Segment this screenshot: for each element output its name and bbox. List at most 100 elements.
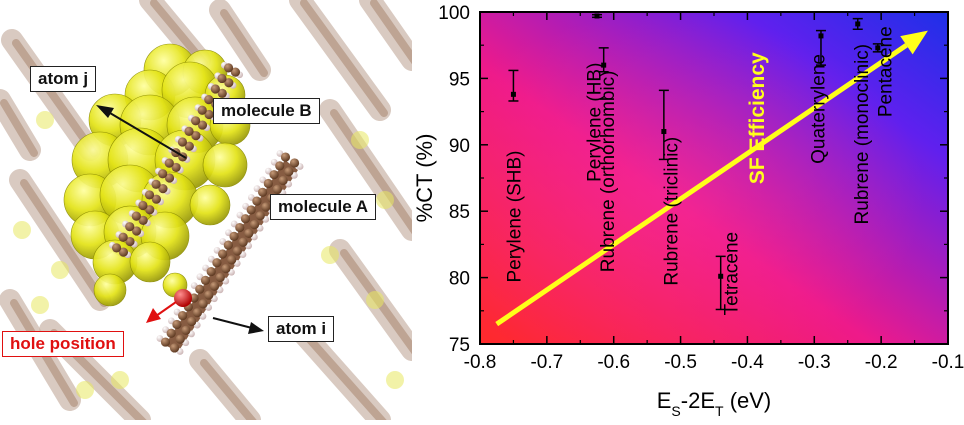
molecule-b-carbon [158,169,168,179]
molecule-b-carbon [164,173,175,183]
molecule-a-carbon [212,258,222,268]
molecule-a-carbon [192,308,202,318]
material-label: Quaterrylene [809,54,830,164]
molecule-a-carbon [289,158,300,168]
molecule-a-carbon [261,202,271,212]
hole-pointer [155,301,177,317]
background-density-blob [36,111,54,129]
molecule-b-carbon [118,247,129,257]
molecule-b-carbon [204,109,214,120]
molecule-b-carbon [197,105,207,115]
molecule-a-carbon [238,237,248,247]
molecule-b-carbon [158,184,168,194]
atom-i-arrowhead [248,322,264,334]
background-molecule [12,39,98,157]
material-label: Pentacene [875,26,896,117]
density-blob [93,273,127,307]
x-tick-label: -0.4 [731,352,764,373]
density-blob [202,142,248,188]
molecule-b-carbon [125,236,135,247]
molecule-b-carbon [138,200,148,211]
data-point [855,21,861,27]
atom-i-pointer [212,317,253,329]
molecule-b-carbon [151,194,161,204]
molecule-b-structure [108,61,244,259]
molecule-b-carbon [132,226,142,236]
molecule-b-carbon [223,63,234,73]
y-tick-label: 100 [438,3,470,24]
data-point [594,13,600,19]
ct-chart: SF Efficiency Perylene (SHB) Perylene (HB… [412,3,964,419]
molecule-b-carbon [164,158,174,168]
molecule-b-carbon [184,141,194,151]
molecule-a-carbon [181,325,191,335]
atom-j-arrowhead [96,105,114,118]
background-molecule [300,0,388,117]
data-point [661,129,667,135]
molecule-a-carbon [269,170,279,180]
molecule-a-carbon [175,334,185,344]
molecule-b-carbon [171,162,181,173]
molecule-b-carbon [230,67,241,77]
x-tick-label: -0.3 [798,352,831,373]
background-molecule [330,109,420,237]
molecule-b-carbon [131,211,141,221]
sf-efficiency-arrow [495,43,908,327]
molecule-b-carbon [125,222,135,232]
molecule-b-carbon [224,78,234,88]
molecule-a-carbon [240,214,251,224]
y-tick-label: 95 [449,69,470,90]
hole-position-label: hole position [2,331,124,357]
y-tick-label: 80 [449,269,470,290]
y-tick-label: 90 [449,136,470,157]
background-molecule [200,359,258,425]
molecule-a-carbon [178,311,188,321]
molecule-a-carbon [249,220,260,230]
molecule-b-carbon [210,84,220,94]
background-molecule [370,0,420,67]
molecule-a-label: molecule A [270,194,377,220]
molecule-a-carbon [232,246,242,256]
x-tick-label: -0.8 [464,352,497,373]
background-density-blob [366,291,384,309]
data-point [510,91,516,97]
x-tick-label: -0.2 [865,352,898,373]
x-tick-label: -0.6 [597,352,630,373]
molecule-b-carbon [217,88,227,98]
y-tick-label: 85 [449,202,470,223]
molecule-a-carbon [189,293,199,303]
x-axis-label: ES-2ET (eV) [657,388,772,419]
molecule-a-carbon [209,281,220,291]
molecule-a-carbon [223,240,233,250]
molecule-a-carbon [272,184,282,194]
molecule-a-carbon [160,337,171,347]
molecule-a-carbon [172,319,182,330]
density-blob [189,184,231,226]
atom-i-label: atom i [268,316,335,342]
material-label: Perylene (SHB) [504,151,525,283]
molecule-b-carbon [197,120,208,130]
background-density-blob [76,381,94,399]
molecular-structure-panel: atom j molecule B molecule A atom i hole… [0,0,423,425]
molecule-a-carbon [221,264,231,274]
molecule-a-carbon [206,266,216,277]
material-label: Rubrene (triclinic) [662,137,683,286]
molecule-a-carbon [263,178,273,189]
background-molecule [220,9,268,77]
molecule-b-carbon [177,137,188,147]
molecule-b-carbon [118,232,128,242]
molecule-a-carbon [255,211,265,221]
background-molecule [0,99,38,157]
sf-efficiency-arrowhead [900,30,928,55]
molecule-a-carbon [246,205,256,215]
material-label: Rubrene (monoclinic) [852,44,873,225]
molecule-a-structure [156,150,304,355]
molecule-a-carbon [200,275,211,285]
molecule-b-carbon [191,116,201,126]
molecule-a-carbon [244,228,254,239]
x-tick-label: -0.1 [932,352,964,373]
data-point [601,62,607,68]
molecule-b-carbon [111,243,122,253]
atom-j-label: atom j [30,66,97,92]
molecule-b-carbon [151,179,161,189]
